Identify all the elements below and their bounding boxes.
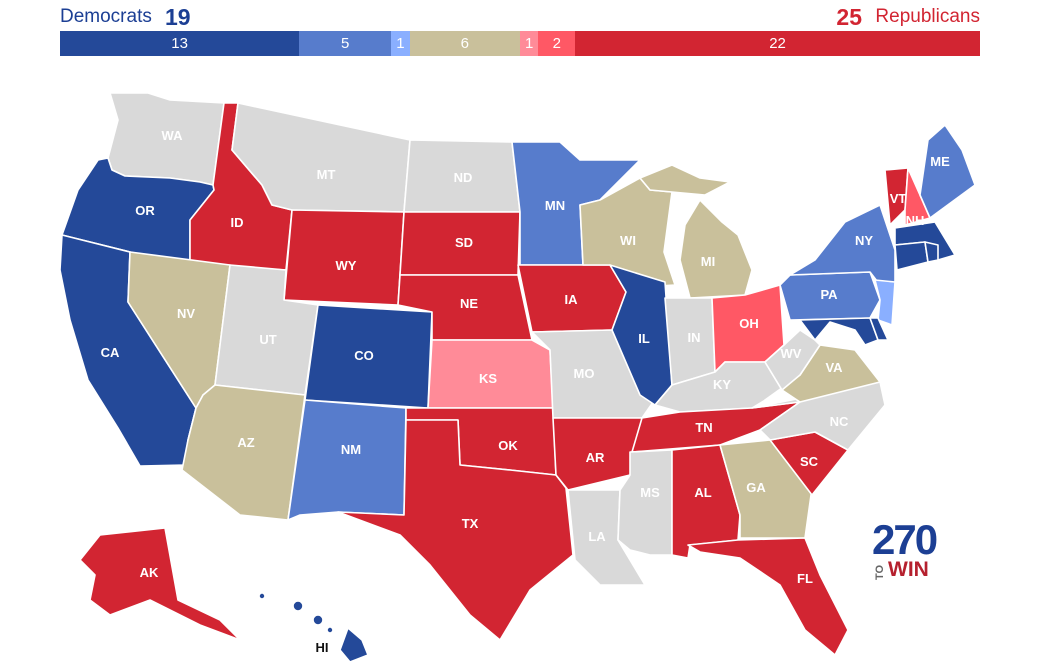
label-id: ID bbox=[231, 215, 244, 230]
label-wv: WV bbox=[781, 346, 802, 361]
label-la: LA bbox=[588, 529, 606, 544]
state-az[interactable] bbox=[181, 384, 306, 521]
state-hi-island-4[interactable] bbox=[326, 626, 334, 634]
label-ks: KS bbox=[479, 371, 497, 386]
label-oh: OH bbox=[739, 316, 759, 331]
bar-segment-3: 6 bbox=[409, 31, 520, 56]
state-hi[interactable] bbox=[339, 627, 369, 663]
label-wy: WY bbox=[336, 258, 357, 273]
state-hi-island-3[interactable] bbox=[258, 592, 266, 600]
state-nh[interactable] bbox=[904, 167, 931, 226]
label-vt: VT bbox=[890, 191, 907, 206]
label-ar: AR bbox=[586, 450, 605, 465]
label-wi: WI bbox=[620, 233, 636, 248]
state-fl[interactable] bbox=[687, 537, 849, 656]
label-mi: MI bbox=[701, 254, 715, 269]
democrats-label: Democrats bbox=[60, 6, 152, 27]
tally-header: Democrats 19 25 Republicans bbox=[60, 4, 980, 30]
label-mn: MN bbox=[545, 198, 565, 213]
bar-segment-5: 2 bbox=[538, 31, 576, 56]
label-nh: NH bbox=[906, 213, 925, 228]
label-tn: TN bbox=[695, 420, 712, 435]
270towin-logo[interactable]: 270 TO WIN bbox=[872, 518, 952, 584]
state-mi[interactable] bbox=[679, 199, 753, 299]
label-mt: MT bbox=[317, 167, 336, 182]
label-va: VA bbox=[825, 360, 843, 375]
label-mo: MO bbox=[574, 366, 595, 381]
rating-balance-bar: 13 5 1 6 1 2 22 bbox=[60, 31, 980, 56]
bar-segment-6: 22 bbox=[575, 31, 980, 56]
label-nc: NC bbox=[830, 414, 849, 429]
state-ct[interactable] bbox=[894, 241, 929, 271]
state-me[interactable] bbox=[919, 124, 976, 219]
label-or: OR bbox=[135, 203, 155, 218]
state-tx[interactable] bbox=[337, 419, 574, 641]
republicans-total: 25 bbox=[836, 4, 862, 30]
state-de[interactable] bbox=[869, 317, 889, 341]
state-mi-upper[interactable] bbox=[639, 164, 731, 196]
state-wi[interactable] bbox=[579, 177, 676, 289]
label-sd: SD bbox=[455, 235, 473, 250]
us-map: WA OR CA ID NV MT WY UT AZ CO NM ND SD N… bbox=[59, 92, 976, 663]
label-pa: PA bbox=[820, 287, 838, 302]
label-ne: NE bbox=[460, 296, 478, 311]
state-hi-island-2[interactable] bbox=[312, 614, 324, 626]
label-il: IL bbox=[638, 331, 650, 346]
bar-segment-2: 1 bbox=[391, 31, 410, 56]
state-nj[interactable] bbox=[874, 279, 896, 326]
state-ak[interactable] bbox=[79, 527, 241, 641]
label-az: AZ bbox=[237, 435, 254, 450]
state-ny[interactable] bbox=[789, 204, 896, 286]
label-wa: WA bbox=[162, 128, 184, 143]
bar-segment-1: 5 bbox=[299, 31, 392, 56]
label-me: ME bbox=[930, 154, 950, 169]
label-ut: UT bbox=[259, 332, 276, 347]
bar-segment-4: 1 bbox=[519, 31, 539, 56]
label-nm: NM bbox=[341, 442, 361, 457]
label-ca: CA bbox=[101, 345, 120, 360]
label-al: AL bbox=[694, 485, 711, 500]
state-nc[interactable] bbox=[751, 381, 886, 451]
republicans-label: Republicans bbox=[875, 6, 980, 27]
label-tx: TX bbox=[462, 516, 479, 531]
label-in: IN bbox=[688, 330, 701, 345]
label-ny: NY bbox=[855, 233, 873, 248]
state-ar[interactable] bbox=[552, 417, 643, 491]
label-ky: KY bbox=[713, 377, 731, 392]
logo-win: WIN bbox=[888, 558, 929, 581]
logo-number: 270 bbox=[872, 516, 938, 563]
state-wv[interactable] bbox=[764, 329, 821, 391]
state-hi-island-1[interactable] bbox=[292, 600, 304, 612]
state-ri[interactable] bbox=[924, 241, 939, 263]
bar-segment-0: 13 bbox=[60, 31, 300, 56]
label-ia: IA bbox=[565, 292, 579, 307]
label-nv: NV bbox=[177, 306, 195, 321]
label-ms: MS bbox=[640, 485, 660, 500]
label-ak: AK bbox=[140, 565, 159, 580]
state-nm[interactable] bbox=[287, 399, 407, 521]
label-ok: OK bbox=[498, 438, 518, 453]
label-hi: HI bbox=[316, 640, 329, 655]
label-ga: GA bbox=[746, 480, 766, 495]
label-nd: ND bbox=[454, 170, 473, 185]
label-fl: FL bbox=[797, 571, 813, 586]
logo-to: TO bbox=[874, 564, 886, 580]
label-co: CO bbox=[354, 348, 374, 363]
label-sc: SC bbox=[800, 454, 819, 469]
democrats-total: 19 bbox=[165, 4, 191, 30]
